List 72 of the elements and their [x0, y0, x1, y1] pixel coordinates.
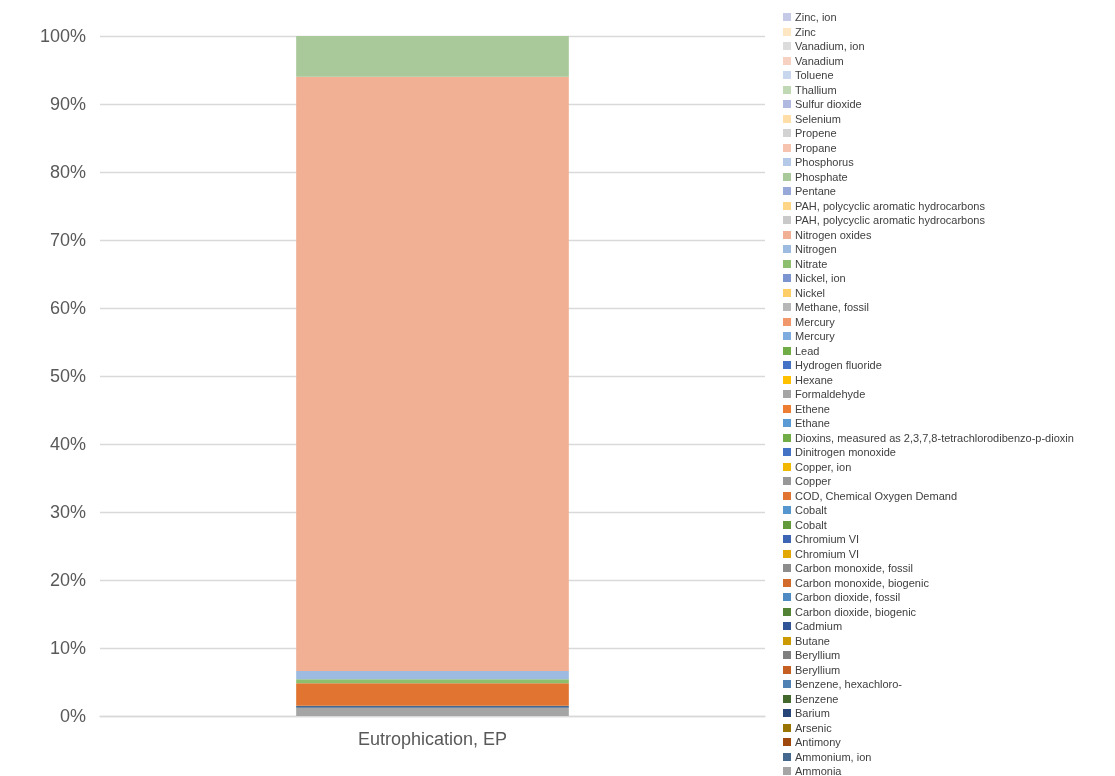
legend-label: Carbon dioxide, biogenic: [795, 605, 917, 618]
legend-label: Methane, fossil: [795, 301, 869, 314]
legend-label: Nitrogen: [795, 243, 837, 256]
legend-label: Vanadium, ion: [795, 40, 865, 53]
bar: [296, 679, 569, 684]
legend-label: Beryllium: [795, 663, 841, 676]
y-tick-label: 30%: [49, 502, 86, 522]
legend-label: PAH, polycyclic aromatic hydrocarbons: [795, 214, 985, 227]
legend-label: Copper, ion: [795, 460, 852, 473]
y-tick-label: 10%: [49, 638, 86, 658]
legend-label: Ammonia: [795, 765, 842, 776]
bar: [296, 36, 569, 77]
y-tick-label: 20%: [49, 570, 86, 590]
legend-label: Propene: [795, 127, 837, 140]
legend-label: Vanadium: [795, 54, 844, 67]
legend-label: Butane: [795, 634, 830, 647]
legend-label: Toluene: [795, 69, 834, 82]
legend-label: Nickel, ion: [795, 272, 846, 285]
legend-label: Nitrogen oxides: [795, 228, 872, 241]
legend-label: Dioxins, measured as 2,3,7,8-tetrachlorodibenzo-p-dioxin: [795, 431, 1074, 444]
legend-label: Nitrate: [795, 257, 828, 270]
legend-label: Selenium: [795, 112, 841, 125]
legend-label: Chromium VI: [795, 533, 860, 546]
y-tick-label: 60%: [49, 298, 86, 318]
legend-label: Beryllium: [795, 649, 841, 662]
y-tick-label: 80%: [49, 162, 86, 182]
legend-label: Cobalt: [795, 518, 827, 531]
legend-label: Benzene, hexachloro-: [795, 678, 903, 691]
legend-label: Sulfur dioxide: [795, 98, 862, 111]
bar: [296, 705, 569, 708]
legend-label: Propane: [795, 141, 837, 154]
legend-label: Phosphorus: [795, 156, 854, 169]
legend-label: Formaldehyde: [795, 388, 866, 401]
y-tick-label: 0%: [59, 706, 86, 726]
legend-label: Antimony: [795, 736, 841, 749]
legend-label: Zinc, ion: [795, 11, 837, 24]
legend-label: Hydrogen fluoride: [795, 359, 882, 372]
legend-label: Mercury: [795, 315, 835, 328]
legend-label: Hexane: [795, 373, 833, 386]
legend-label: Copper: [795, 475, 832, 488]
bar: [296, 76, 569, 672]
bar: [296, 671, 569, 680]
legend-label: Ammonium, ion: [795, 750, 872, 763]
y-tick-label: 70%: [49, 230, 86, 250]
bar: [296, 707, 569, 716]
legend-label: Phosphate: [795, 170, 848, 183]
legend-label: Zinc: [795, 25, 816, 38]
legend-label: Thallium: [795, 83, 837, 96]
legend-label: Lead: [795, 344, 820, 357]
legend-label: Arsenic: [795, 721, 832, 734]
legend-label: Carbon dioxide, fossil: [795, 591, 901, 604]
y-tick-label: 40%: [49, 434, 86, 454]
legend-label: Barium: [795, 707, 830, 720]
legend-label: Cobalt: [795, 504, 827, 517]
legend-label: Cadmium: [795, 620, 843, 633]
legend-label: Mercury: [795, 330, 835, 343]
legend-label: Chromium VI: [795, 547, 860, 560]
legend-label: Pentane: [795, 185, 836, 198]
y-tick-label: 90%: [49, 94, 86, 114]
legend-label: COD, Chemical Oxygen Demand: [795, 489, 958, 502]
legend-label: Carbon monoxide, fossil: [795, 562, 914, 575]
x-tick-label: Eutrophication, EP: [357, 729, 508, 749]
bar: [296, 683, 569, 706]
legend-label: Carbon monoxide, biogenic: [795, 576, 929, 589]
y-tick-label: 50%: [49, 366, 86, 386]
legend-label: Ethane: [795, 417, 830, 430]
y-tick-label: 100%: [39, 26, 86, 46]
legend-label: Dinitrogen monoxide: [795, 446, 896, 459]
legend-label: Benzene: [795, 692, 839, 705]
legend-label: PAH, polycyclic aromatic hydrocarbons: [795, 199, 985, 212]
legend-label: Nickel: [795, 286, 825, 299]
legend-label: Ethene: [795, 402, 830, 415]
